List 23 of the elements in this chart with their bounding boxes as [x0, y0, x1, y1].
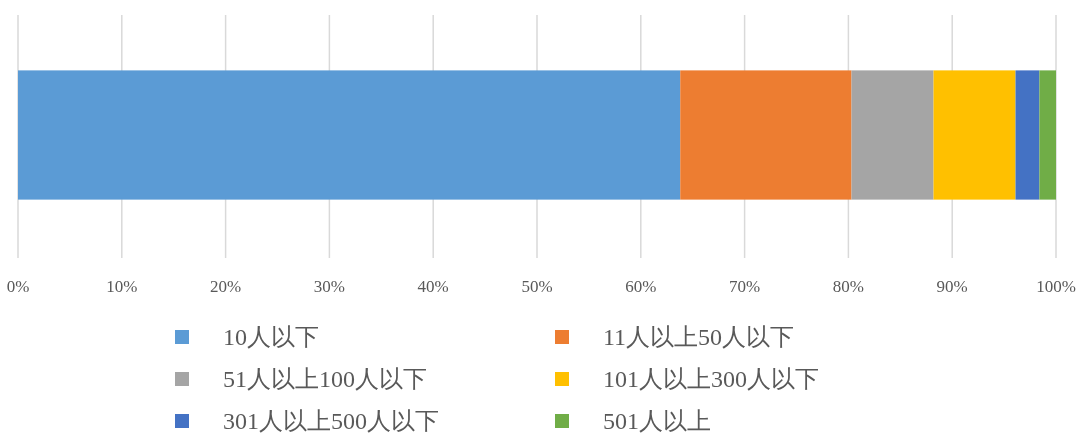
- legend-label: 51人以上100人以下: [223, 366, 427, 392]
- x-tick-label: 80%: [832, 277, 864, 296]
- legend-label: 11人以上50人以下: [603, 324, 795, 350]
- bar: [1015, 70, 1040, 200]
- bar: [18, 70, 681, 200]
- x-tick-label: 70%: [729, 277, 761, 296]
- x-tick-label: 50%: [521, 277, 553, 296]
- x-tick-label: 10%: [106, 277, 138, 296]
- legend-label: 101人以上300人以下: [603, 366, 819, 392]
- x-tick-label: 90%: [936, 277, 968, 296]
- x-tick-label: 40%: [417, 277, 449, 296]
- bar: [933, 70, 1016, 200]
- legend-label: 10人以下: [223, 324, 319, 350]
- bar: [1039, 70, 1056, 200]
- x-tick-label: 0%: [6, 277, 30, 296]
- legend-label: 501人以上: [603, 408, 711, 434]
- legend-label: 301人以上500人以下: [223, 408, 439, 434]
- x-tick-label: 100%: [1036, 277, 1076, 296]
- bar: [851, 70, 934, 200]
- bar: [680, 70, 852, 200]
- x-tick-label: 20%: [210, 277, 242, 296]
- x-tick-label: 30%: [313, 277, 345, 296]
- x-tick-label: 60%: [625, 277, 657, 296]
